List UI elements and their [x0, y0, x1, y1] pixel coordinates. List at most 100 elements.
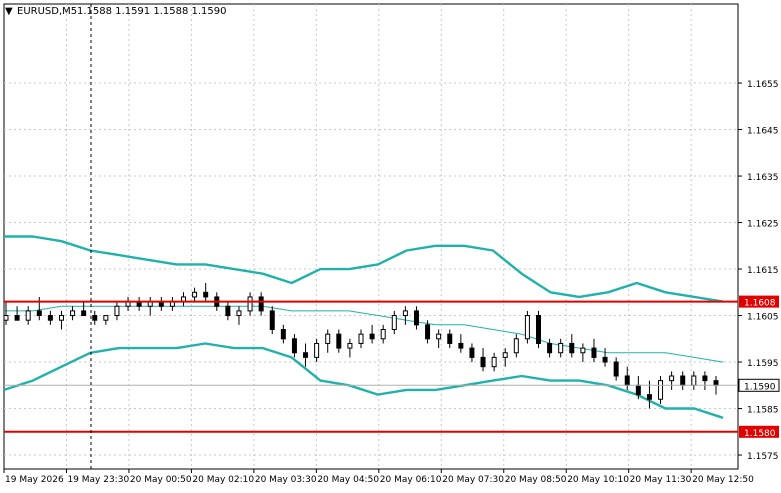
- candle-body: [269, 310, 275, 330]
- candle-body: [547, 342, 553, 354]
- candle-body: [325, 333, 331, 344]
- candle-body: [458, 342, 464, 349]
- candle-body: [602, 356, 608, 363]
- candle-body: [613, 361, 619, 377]
- price-tick-label: 1.1605: [747, 313, 779, 323]
- symbol-label: EURUSD,M5: [17, 6, 77, 17]
- candle-body: [70, 310, 76, 317]
- candle-body: [336, 333, 342, 349]
- candle-body: [314, 342, 320, 358]
- price-tick-label: 1.1575: [747, 452, 779, 462]
- candle-body: [480, 356, 486, 368]
- candle-body: [425, 324, 431, 340]
- bollinger-upper-line: [4, 235, 724, 303]
- candle-body: [114, 305, 120, 317]
- candle-body: [192, 291, 198, 298]
- candle-body: [247, 296, 253, 312]
- time-tick-label: 20 May 07:30: [442, 475, 504, 485]
- candle-body: [258, 296, 264, 312]
- candle-body: [391, 315, 397, 330]
- candle-body: [81, 310, 87, 317]
- candle-body: [558, 342, 564, 354]
- candle-body: [58, 315, 64, 321]
- candle-body: [47, 315, 53, 321]
- candle-body: [580, 347, 586, 354]
- time-tick-label: 20 May 04:50: [317, 475, 379, 485]
- price-tick-label: 1.1625: [747, 220, 779, 230]
- time-tick-label: 20 May 02:10: [192, 475, 254, 485]
- candle-body: [436, 333, 442, 340]
- candle-body: [569, 342, 575, 354]
- candle-body: [669, 375, 675, 382]
- candle-body: [713, 380, 719, 386]
- time-tick-label: 20 May 12:50: [692, 475, 754, 485]
- grid: [3, 3, 739, 470]
- candlesticks: [3, 283, 719, 409]
- chart-header: ▼ EURUSD,M5 1.1588 1.1591 1.1588 1.1590: [5, 6, 227, 17]
- candle-body: [413, 310, 419, 326]
- bollinger-lower-line: [3, 342, 724, 419]
- bollinger-middle-line: [4, 305, 724, 363]
- candle-body: [513, 338, 519, 354]
- candle-body: [635, 384, 641, 396]
- level-price-label: 1.1580: [744, 429, 776, 439]
- candle-body: [591, 347, 597, 358]
- time-tick-label: 20 May 10:10: [567, 475, 629, 485]
- time-tick-label: 20 May 00:50: [130, 475, 192, 485]
- candle-body: [536, 315, 541, 344]
- time-axis: 19 May 2026 19 May 23:30 20 May 00:50 20 Ma…: [3, 469, 754, 485]
- candle-body: [3, 315, 9, 321]
- candle-body: [624, 375, 630, 386]
- candle-body: [380, 329, 386, 340]
- time-tick-label: 20 May 03:30: [255, 475, 317, 485]
- time-tick-label: 19 May 23:30: [67, 475, 129, 485]
- candle-body: [369, 333, 375, 340]
- ohlc-values: 1.1588 1.1591 1.1588 1.1590: [77, 6, 227, 17]
- price-tick-label: 1.1595: [747, 359, 779, 369]
- candle-body: [658, 380, 664, 400]
- price-tick-label: 1.1615: [747, 266, 779, 276]
- candle-body: [702, 375, 708, 382]
- time-tick-label: 20 May 08:50: [505, 475, 567, 485]
- candle-body: [291, 338, 297, 354]
- candle-body: [280, 329, 286, 340]
- candle-body: [303, 352, 309, 358]
- time-tick-label: 20 May 06:10: [380, 475, 442, 485]
- bollinger-bands: [3, 235, 724, 419]
- candle-body: [402, 310, 408, 317]
- candle-body: [236, 310, 242, 317]
- current-price-label: 1.1590: [744, 382, 776, 392]
- candle-body: [25, 310, 31, 321]
- candle-body: [691, 375, 697, 386]
- candle-body: [36, 310, 42, 317]
- header-triangle-icon[interactable]: ▼: [5, 6, 13, 17]
- candle-body: [524, 315, 530, 340]
- candle-body: [14, 315, 20, 321]
- candle-body: [491, 356, 497, 368]
- time-tick-label: 19 May 2026: [5, 475, 64, 485]
- level-price-label: 1.1608: [744, 299, 776, 309]
- candle-body: [502, 352, 508, 358]
- candle-body: [469, 347, 475, 358]
- candle-body: [103, 315, 109, 321]
- candle-body: [358, 333, 364, 344]
- price-axis: 1.1655 1.1645 1.1635 1.1625 1.1615 1.1605 1.15…: [738, 80, 780, 462]
- horizontal-levels: [4, 300, 738, 433]
- candle-body: [347, 342, 353, 349]
- price-tick-label: 1.1655: [747, 80, 779, 90]
- candle-body: [92, 315, 98, 321]
- price-tick-label: 1.1645: [747, 127, 779, 137]
- level-price-tag: [739, 425, 779, 438]
- candle-body: [225, 305, 231, 317]
- candle-body: [646, 394, 652, 400]
- price-tick-label: 1.1635: [747, 173, 779, 183]
- current-price-tag: [738, 378, 780, 392]
- price-tick-label: 1.1585: [747, 406, 779, 416]
- time-tick-label: 20 May 11:30: [630, 475, 692, 485]
- candle-body: [680, 375, 686, 386]
- candle-body: [203, 291, 209, 298]
- level-price-tag: [739, 295, 779, 308]
- candle-body: [447, 333, 453, 344]
